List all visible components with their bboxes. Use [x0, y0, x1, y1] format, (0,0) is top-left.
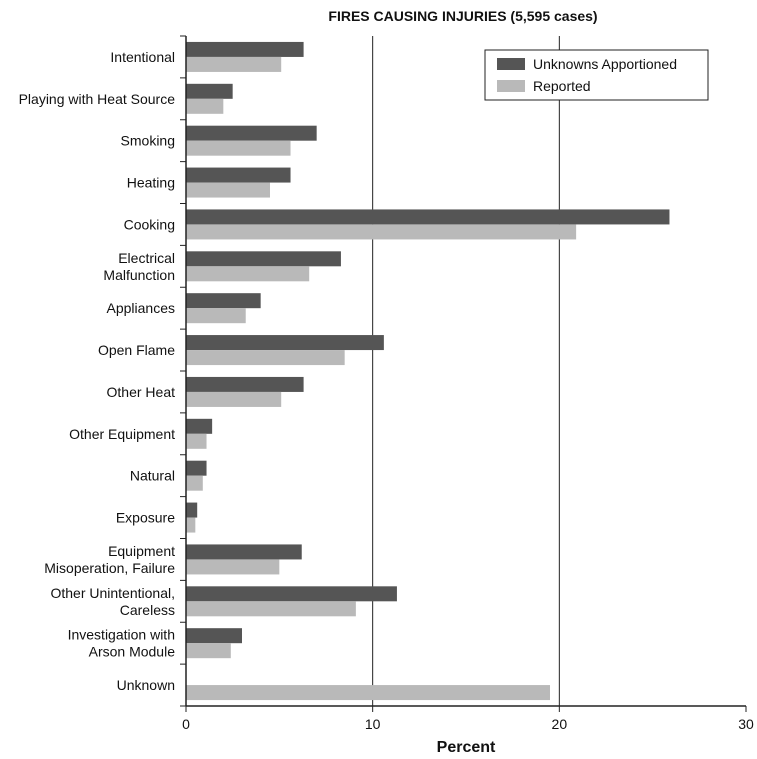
bar-unknowns-apportioned-7 [186, 335, 384, 351]
bar-unknowns-apportioned-10 [186, 460, 207, 476]
bar-unknowns-apportioned-2 [186, 125, 317, 141]
bar-unknowns-apportioned-11 [186, 502, 198, 518]
bar-reported-5 [186, 266, 310, 282]
bar-unknowns-apportioned-9 [186, 418, 213, 434]
category-labels: Intentional Playing with Heat Source Smoki… [19, 49, 176, 693]
category-label-11: Exposure [116, 510, 175, 526]
x-tick-label-10: 10 [365, 716, 381, 732]
bar-reported-4 [186, 224, 577, 240]
category-label-7: Open Flame [98, 342, 175, 358]
x-tick-label-20: 20 [552, 716, 568, 732]
bar-unknowns-apportioned-14 [186, 628, 242, 644]
category-label-10: Natural [130, 468, 175, 484]
category-label-5: Electrical Malfunction [103, 250, 175, 283]
category-label-1: Playing with Heat Source [19, 91, 176, 107]
category-label-8: Other Heat [107, 384, 176, 400]
legend: Unknowns Apportioned Reported [484, 49, 709, 101]
category-label-6: Appliances [107, 300, 176, 316]
legend-label-unknowns-apportioned: Unknowns Apportioned [533, 56, 677, 72]
category-label-9: Other Equipment [69, 426, 175, 442]
bar-unknowns-apportioned-5 [186, 251, 341, 267]
category-label-4: Cooking [124, 216, 175, 232]
legend-swatch-unknowns-apportioned [497, 58, 525, 70]
category-label-14: Investigation with Arson Module [68, 627, 176, 660]
bar-reported-12 [186, 559, 280, 575]
bar-unknowns-apportioned-8 [186, 376, 304, 392]
category-label-0: Intentional [110, 49, 175, 65]
bar-reported-15 [186, 685, 550, 701]
category-label-13: Other Unintentional, Careless [50, 585, 175, 618]
chart-title: FIRES CAUSING INJURIES (5,595 cases) [328, 8, 597, 24]
bar-reported-13 [186, 601, 356, 617]
bar-reported-8 [186, 391, 282, 407]
bar-reported-3 [186, 182, 270, 198]
bar-reported-1 [186, 98, 224, 114]
x-axis-label: Percent [437, 739, 496, 756]
bar-unknowns-apportioned-13 [186, 586, 397, 602]
bar-reported-2 [186, 140, 291, 156]
bar-reported-10 [186, 475, 203, 491]
gridlines [372, 36, 560, 706]
bar-reported-14 [186, 643, 231, 659]
category-label-3: Heating [127, 175, 175, 191]
category-label-2: Smoking [121, 133, 175, 149]
bar-unknowns-apportioned-0 [186, 41, 304, 57]
bar-unknowns-apportioned-1 [186, 83, 233, 99]
bar-unknowns-apportioned-3 [186, 167, 291, 183]
bar-reported-0 [186, 56, 282, 72]
bar-unknowns-apportioned-4 [186, 209, 670, 225]
category-label-12: Equipment Misoperation, Failure [44, 543, 175, 576]
category-label-15: Unknown [117, 677, 175, 693]
bars [186, 41, 670, 701]
bar-reported-9 [186, 433, 207, 449]
bar-unknowns-apportioned-12 [186, 544, 302, 560]
bar-reported-6 [186, 308, 246, 324]
bar-reported-7 [186, 350, 345, 366]
bar-unknowns-apportioned-6 [186, 293, 261, 309]
legend-label-reported: Reported [533, 78, 591, 94]
axes [180, 35, 747, 712]
legend-swatch-reported [497, 80, 525, 92]
x-tick-label-0: 0 [182, 716, 190, 732]
x-tick-labels: 0 10 20 30 [182, 716, 754, 732]
x-tick-label-30: 30 [738, 716, 754, 732]
bar-reported-11 [186, 517, 196, 533]
